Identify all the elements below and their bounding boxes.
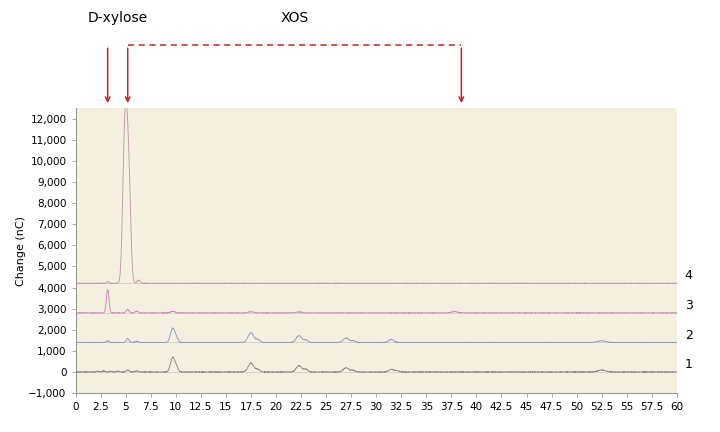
Text: 3: 3 [685, 299, 693, 312]
Text: 2: 2 [685, 329, 693, 342]
Text: 4: 4 [685, 270, 693, 283]
Text: 1: 1 [685, 358, 693, 371]
Y-axis label: Change (nC): Change (nC) [16, 216, 25, 286]
Text: XOS: XOS [280, 11, 309, 25]
Text: D-xylose: D-xylose [88, 11, 148, 25]
